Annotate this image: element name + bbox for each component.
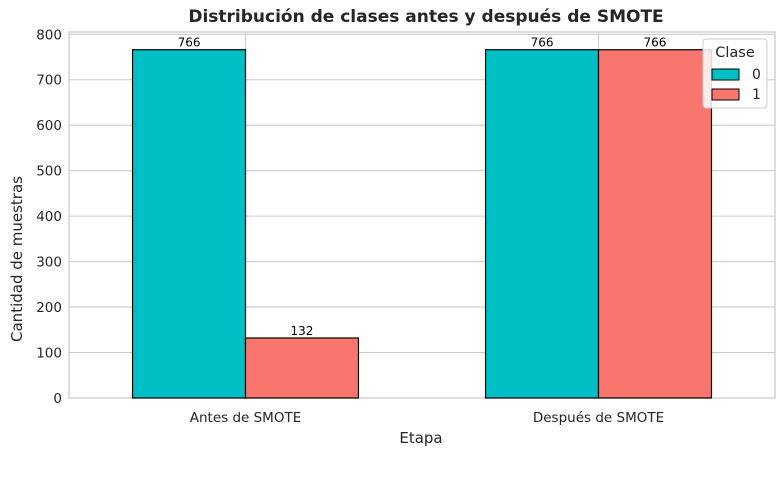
y-axis: 0 100 200 300 400 500 600 700 800 bbox=[36, 27, 62, 407]
x-tick-label: Después de SMOTE bbox=[533, 410, 664, 426]
plot-frame bbox=[68, 31, 776, 399]
y-tick-label: 700 bbox=[36, 73, 62, 89]
legend: Clase 0 1 bbox=[702, 38, 768, 109]
legend-label-0: 0 bbox=[752, 67, 761, 83]
data-labels: 766 766 132 766 bbox=[178, 36, 667, 338]
y-tick-label: 400 bbox=[36, 209, 62, 225]
bar-class-1 bbox=[244, 337, 360, 399]
y-axis-label: Cantidad de muestras bbox=[8, 176, 26, 342]
y-tick-label: 600 bbox=[36, 118, 62, 134]
y-tick-label: 200 bbox=[36, 300, 62, 316]
chart-title: Distribución de clases antes y después d… bbox=[188, 7, 663, 27]
plot-border bbox=[68, 31, 776, 399]
legend-swatch-1 bbox=[711, 88, 740, 101]
bars bbox=[131, 49, 713, 399]
bar-class-1 bbox=[597, 49, 713, 399]
bar-value-label: 766 bbox=[644, 36, 667, 50]
bar-value-label: 766 bbox=[531, 36, 554, 50]
x-tick-label: Antes de SMOTE bbox=[190, 410, 302, 426]
legend-swatch-0 bbox=[711, 68, 740, 81]
legend-title: Clase bbox=[715, 45, 755, 61]
x-axis: Antes de SMOTE Después de SMOTE bbox=[190, 410, 664, 426]
y-tick-label: 500 bbox=[36, 164, 62, 180]
bar-class-0 bbox=[484, 49, 600, 399]
y-tick-label: 300 bbox=[36, 255, 62, 271]
y-tick-label: 800 bbox=[36, 27, 62, 43]
legend-label-1: 1 bbox=[752, 87, 761, 103]
bar-value-label: 132 bbox=[291, 324, 314, 338]
y-tick-label: 100 bbox=[36, 346, 62, 362]
bar-value-label: 766 bbox=[178, 36, 201, 50]
x-axis-label: Etapa bbox=[399, 429, 442, 447]
bar-class-0 bbox=[131, 49, 247, 399]
y-tick-label: 0 bbox=[53, 391, 62, 407]
